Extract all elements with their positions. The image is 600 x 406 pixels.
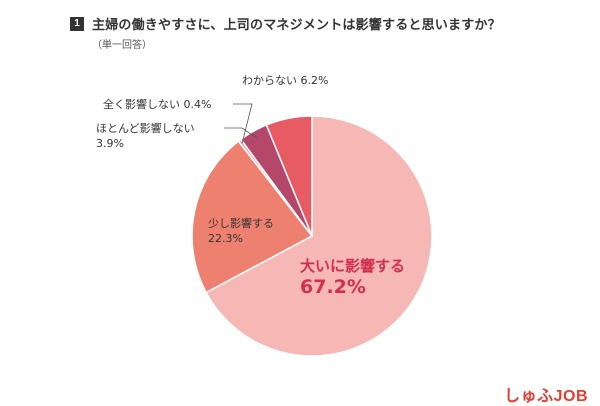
label-wakaranai: わからない 6.2% (242, 73, 328, 88)
label-sukoshi-eikyou-name: 少し影響する (208, 217, 274, 230)
label-daini-eikyou: 大いに影響する 67.2% (300, 256, 405, 298)
label-sukoshi-eikyou-value: 22.3% (208, 232, 243, 245)
label-daini-eikyou-name: 大いに影響する (300, 257, 406, 275)
leader-line-hotondo-eikyou-shinai (224, 127, 258, 139)
slice-wakaranai (265, 115, 313, 237)
label-wakaranai-name: わからない (242, 74, 297, 87)
label-hotondo-eikyou-shinai-name: ほとんど影響しない (96, 122, 195, 135)
brand-logo: しゅふJOB (504, 388, 588, 405)
slice-daini-eikyou (205, 115, 433, 357)
chart-subtitle: （単一回答） (92, 40, 152, 51)
label-wakaranai-value: 6.2% (300, 74, 329, 87)
question-number-badge: 1 (70, 16, 84, 31)
label-hotondo-eikyou-shinai: ほとんど影響しない 3.9% (96, 121, 195, 151)
label-mattaku-eikyou-shinai: 全く影響しない 0.4% (103, 97, 211, 112)
chart-title: 主婦の働きやすさに、上司のマネジメントは影響すると思いますか？ (92, 18, 501, 33)
label-hotondo-eikyou-shinai-value: 3.9% (96, 137, 124, 150)
slice-sukoshi-eikyou (191, 140, 314, 294)
label-mattaku-eikyou-shinai-value: 0.4% (183, 98, 212, 111)
label-daini-eikyou-value: 67.2% (300, 276, 366, 298)
label-mattaku-eikyou-shinai-name: 全く影響しない (103, 98, 180, 111)
chart-header: 1 主婦の働きやすさに、上司のマネジメントは影響すると思いますか？ (70, 14, 501, 33)
label-sukoshi-eikyou: 少し影響する 22.3% (208, 216, 274, 246)
